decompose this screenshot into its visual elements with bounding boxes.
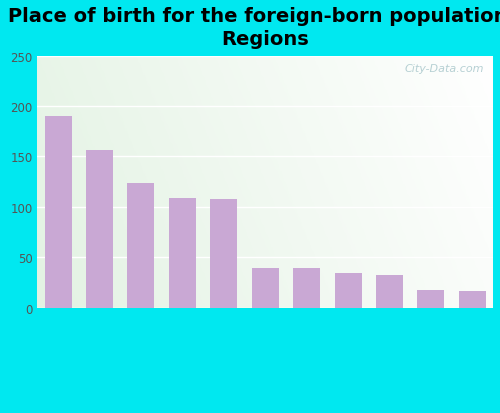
Bar bbox=[334, 274, 361, 308]
Bar bbox=[418, 291, 444, 308]
Bar bbox=[86, 151, 113, 308]
Bar bbox=[376, 275, 403, 308]
Bar bbox=[44, 117, 72, 308]
Bar bbox=[128, 183, 154, 308]
Title: Place of birth for the foreign-born population -
Regions: Place of birth for the foreign-born popu… bbox=[8, 7, 500, 49]
Bar bbox=[252, 268, 278, 308]
Bar bbox=[459, 292, 486, 308]
Text: City-Data.com: City-Data.com bbox=[404, 64, 484, 74]
Bar bbox=[293, 268, 320, 308]
Bar bbox=[169, 198, 196, 308]
Bar bbox=[210, 199, 237, 308]
